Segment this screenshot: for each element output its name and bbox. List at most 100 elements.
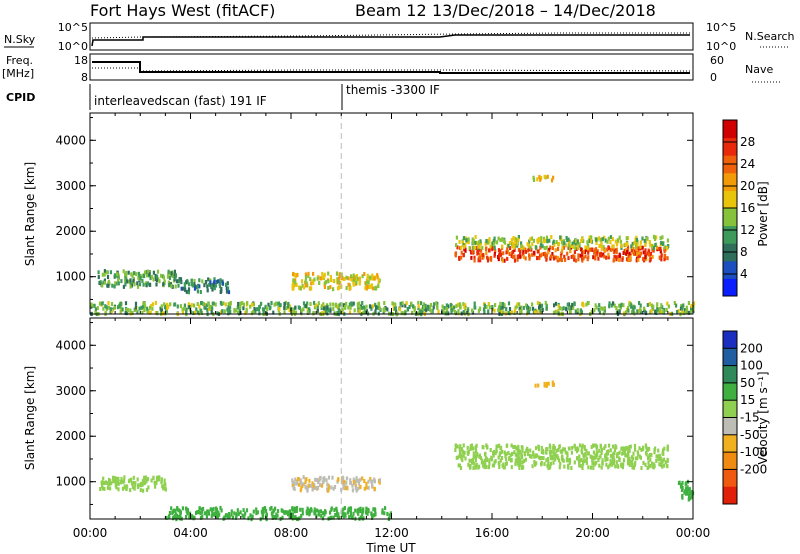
data-cell — [552, 239, 555, 244]
data-cell — [540, 236, 543, 241]
data-cell — [600, 306, 603, 311]
data-cell — [658, 255, 661, 260]
data-cell — [676, 310, 679, 314]
data-cell — [121, 307, 124, 312]
data-cell — [482, 463, 485, 468]
data-cell — [551, 382, 554, 387]
data-cell — [347, 282, 350, 287]
data-cell — [684, 482, 687, 487]
data-cell — [343, 506, 346, 510]
data-cell — [522, 254, 525, 259]
data-cell — [688, 491, 691, 496]
data-cell — [663, 257, 666, 262]
data-cell — [538, 304, 541, 309]
data-cell — [642, 460, 645, 465]
data-cell — [354, 486, 357, 491]
data-cell — [353, 308, 356, 313]
data-cell — [484, 246, 488, 251]
data-cell — [538, 455, 541, 460]
data-cell — [633, 251, 636, 256]
data-cell — [349, 478, 352, 483]
data-cell — [464, 247, 467, 252]
data-cell — [361, 476, 364, 481]
data-cell — [572, 254, 575, 259]
data-cell — [485, 239, 488, 244]
data-cell — [610, 303, 613, 308]
data-cell — [666, 246, 669, 251]
data-cell — [633, 443, 637, 448]
data-cell — [501, 449, 504, 454]
data-cell — [356, 509, 359, 514]
colorbar-tick-label: 100 — [740, 359, 763, 373]
data-cell — [594, 303, 597, 308]
data-cell — [352, 479, 355, 484]
data-cell — [691, 495, 694, 500]
data-cell — [648, 240, 651, 244]
data-cell — [474, 245, 477, 250]
data-cell — [337, 279, 340, 284]
data-cell — [595, 444, 599, 449]
data-cell — [512, 245, 515, 250]
data-cell — [666, 444, 669, 449]
data-cell — [614, 464, 617, 469]
data-cell — [638, 246, 641, 251]
data-cell — [502, 310, 505, 315]
data-cell — [512, 249, 515, 254]
data-cell — [604, 238, 607, 243]
data-cell — [509, 453, 512, 458]
data-cell — [356, 276, 359, 281]
data-cell — [573, 460, 576, 465]
data-cell — [608, 301, 611, 306]
data-cell — [583, 452, 586, 457]
data-cell — [150, 303, 153, 308]
data-cell — [542, 456, 545, 461]
data-cell — [333, 508, 336, 513]
data-cell — [626, 245, 630, 250]
data-cell — [526, 452, 530, 456]
data-cell — [570, 254, 573, 259]
data-cell — [371, 513, 374, 518]
data-cell — [549, 254, 552, 259]
data-cell — [290, 514, 293, 519]
data-cell — [499, 306, 502, 310]
data-cell — [185, 307, 188, 312]
data-cell — [480, 253, 484, 258]
data-cell — [345, 286, 348, 291]
data-cell — [507, 450, 510, 455]
data-cell — [202, 302, 205, 307]
data-cell — [300, 513, 303, 518]
data-cell — [582, 249, 585, 254]
data-cell — [606, 247, 609, 252]
data-cell — [631, 241, 634, 246]
data-cell — [593, 308, 596, 313]
data-cell — [116, 274, 119, 279]
data-cell — [106, 481, 110, 486]
data-cell — [517, 452, 520, 456]
data-cell — [355, 274, 358, 278]
data-cell — [549, 445, 552, 450]
data-cell — [646, 303, 649, 307]
data-cell — [155, 310, 158, 315]
data-cell — [306, 310, 309, 315]
data-cell — [239, 301, 242, 306]
data-cell — [474, 235, 477, 239]
data-cell — [405, 301, 408, 306]
data-cell — [663, 463, 666, 468]
data-cell — [515, 446, 518, 451]
data-cell — [104, 304, 107, 309]
data-cell — [281, 515, 284, 520]
data-cell — [197, 510, 200, 515]
data-cell — [646, 447, 649, 452]
data-cell — [560, 251, 563, 256]
data-cell — [307, 271, 310, 276]
data-cell — [523, 459, 526, 463]
data-cell — [556, 247, 560, 251]
data-cell — [211, 287, 214, 292]
data-cell — [357, 478, 360, 483]
data-cell — [108, 305, 111, 310]
range-tick-label: 4000 — [55, 338, 86, 352]
data-cell — [168, 511, 171, 515]
colorbar-swatch — [723, 172, 737, 191]
data-cell — [103, 280, 106, 285]
data-cell — [339, 309, 342, 314]
